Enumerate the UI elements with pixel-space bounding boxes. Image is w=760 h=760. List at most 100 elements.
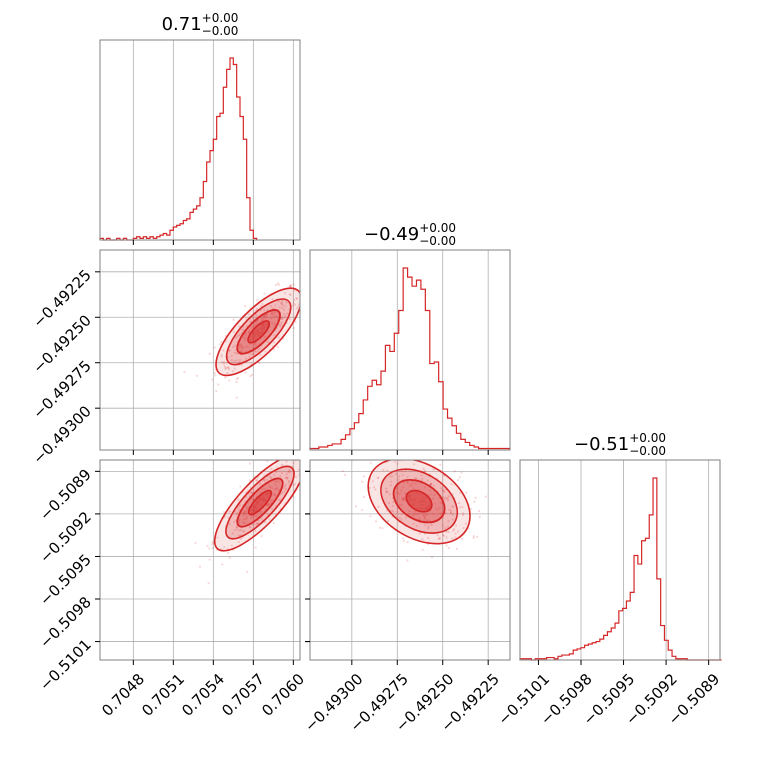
scatter-point — [273, 310, 276, 313]
scatter-point — [385, 491, 388, 494]
scatter-point — [403, 499, 406, 502]
scatter-point — [243, 338, 247, 342]
scatter-point — [445, 530, 448, 533]
scatter-point — [264, 315, 267, 318]
scatter-point — [235, 377, 238, 381]
scatter-point — [250, 352, 253, 355]
scatter-point — [313, 480, 315, 482]
scatter-point — [280, 303, 283, 306]
scatter-point — [415, 512, 418, 516]
title-value: −0.49 — [364, 224, 419, 245]
scatter-point — [443, 490, 446, 493]
scatter-point — [234, 344, 237, 347]
scatter-point — [412, 522, 415, 525]
scatter-point — [238, 333, 241, 336]
scatter-point — [253, 514, 256, 517]
scatter-point — [392, 500, 395, 504]
scatter-point — [261, 488, 264, 491]
scatter-panel-0-1 — [95, 249, 304, 455]
scatter-point — [292, 327, 295, 330]
scatter-point — [297, 468, 300, 471]
scatter-point — [423, 513, 426, 516]
scatter-point — [458, 506, 461, 509]
scatter-point — [439, 486, 443, 490]
scatter-point — [297, 303, 300, 306]
scatter-point — [240, 344, 243, 347]
scatter-point — [284, 487, 287, 490]
scatter-point — [484, 495, 487, 498]
scatter-point — [249, 492, 252, 495]
scatter-point — [396, 510, 399, 513]
scatter-point — [378, 526, 381, 529]
scatter-point — [211, 543, 214, 546]
scatter-point — [427, 525, 430, 528]
scatter-point — [429, 483, 433, 486]
scatter-point — [402, 486, 405, 489]
scatter-point — [361, 508, 364, 512]
scatter-point — [253, 324, 256, 327]
scatter-point — [220, 340, 223, 344]
scatter-point — [401, 496, 404, 500]
scatter-point — [443, 496, 447, 500]
scatter-point — [429, 493, 432, 496]
scatter-point — [377, 505, 380, 509]
scatter-point — [245, 325, 249, 328]
scatter-point — [287, 471, 290, 474]
scatter-point — [387, 519, 390, 523]
scatter-point — [254, 530, 257, 533]
scatter-point — [292, 283, 295, 286]
scatter-point — [285, 476, 288, 479]
scatter-point — [255, 479, 259, 482]
scatter-point — [474, 496, 477, 499]
scatter-point — [295, 307, 299, 310]
scatter-point — [302, 285, 304, 287]
scatter-point — [442, 534, 445, 537]
scatter-point — [266, 503, 270, 506]
scatter-point — [235, 512, 238, 516]
scatter-point — [400, 518, 403, 521]
scatter-point — [461, 513, 465, 517]
scatter-point — [249, 462, 252, 465]
scatter-point — [256, 299, 259, 302]
hist-panel-2: −0.51+0.00−0.00 — [519, 431, 722, 665]
scatter-point — [472, 536, 475, 540]
scatter-point — [238, 360, 241, 364]
scatter-point — [391, 475, 394, 478]
scatter-point — [478, 515, 481, 519]
scatter-content — [183, 282, 304, 399]
scatter-point — [401, 474, 404, 477]
scatter-point — [222, 349, 225, 352]
scatter-point — [242, 522, 245, 525]
scatter-point — [242, 514, 245, 517]
scatter-point — [247, 331, 250, 334]
scatter-point — [426, 519, 429, 522]
scatter-point — [237, 376, 240, 380]
scatter-point — [404, 470, 407, 473]
scatter-point — [270, 499, 273, 503]
scatter-point — [282, 308, 285, 311]
scatter-point — [398, 493, 401, 496]
scatter-point — [441, 495, 445, 498]
scatter-point — [277, 299, 280, 303]
scatter-point — [259, 353, 262, 356]
title-value: 0.71 — [162, 14, 202, 35]
scatter-point — [259, 347, 262, 350]
scatter-point — [365, 455, 367, 457]
scatter-point — [229, 509, 232, 513]
scatter-point — [232, 345, 235, 349]
scatter-point — [242, 512, 246, 515]
scatter-point — [447, 530, 450, 534]
scatter-point — [465, 491, 468, 494]
scatter-point — [242, 329, 245, 332]
scatter-point — [398, 503, 401, 506]
scatter-point — [255, 523, 258, 526]
scatter-point — [407, 512, 410, 516]
scatter-point — [269, 305, 273, 308]
scatter-point — [445, 544, 448, 547]
scatter-point — [406, 559, 409, 562]
scatter-point — [302, 478, 304, 480]
scatter-point — [220, 355, 223, 358]
scatter-point — [430, 523, 433, 527]
scatter-point — [273, 311, 277, 314]
